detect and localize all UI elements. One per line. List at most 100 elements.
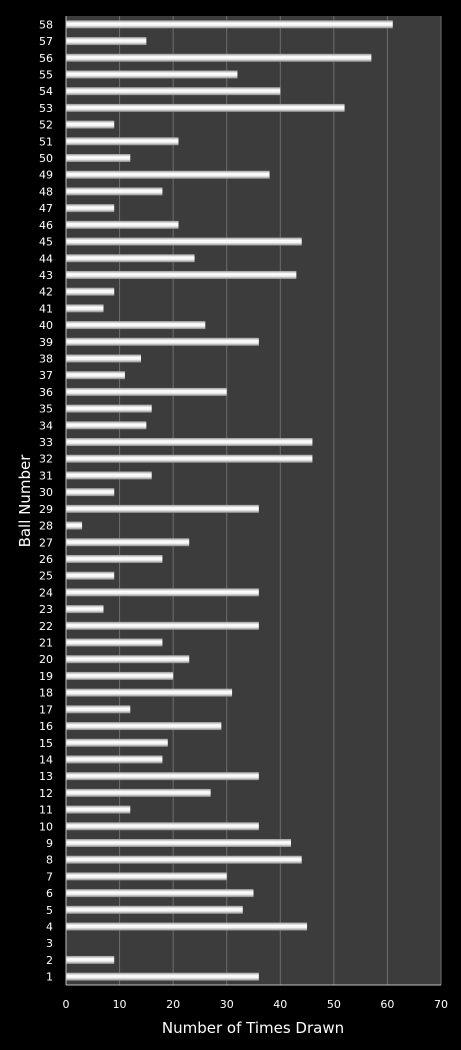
bar-ball-26 [66, 554, 163, 563]
y-tick-label: 2 [46, 954, 53, 967]
bar-ball-12 [66, 788, 211, 797]
y-tick-label: 8 [46, 854, 53, 867]
bar-ball-18 [66, 688, 233, 697]
bar-ball-48 [66, 187, 163, 196]
y-tick-label: 46 [39, 219, 53, 232]
bar-ball-22 [66, 621, 259, 630]
y-tick-label: 36 [39, 386, 53, 399]
y-tick-label: 53 [39, 102, 53, 115]
bar-ball-36 [66, 387, 227, 396]
y-tick-label: 6 [46, 887, 53, 900]
y-tick-label: 22 [39, 620, 53, 633]
y-tick-label: 21 [39, 637, 53, 650]
bar-ball-32 [66, 454, 313, 463]
y-tick-label: 25 [39, 570, 53, 583]
y-tick-label: 58 [39, 18, 53, 31]
x-tick-label: 30 [220, 998, 234, 1011]
x-tick-label: 60 [380, 998, 394, 1011]
y-tick-labels: 1234567891011121314151617181920212223242… [39, 18, 53, 983]
y-tick-label: 1 [46, 971, 53, 984]
bar-ball-28 [66, 521, 83, 530]
bar-ball-7 [66, 872, 227, 881]
y-tick-label: 50 [39, 152, 53, 165]
y-tick-label: 49 [39, 169, 53, 182]
bar-ball-47 [66, 204, 115, 213]
bar-ball-16 [66, 722, 222, 731]
y-tick-label: 18 [39, 687, 53, 700]
x-tick-label: 50 [327, 998, 341, 1011]
bar-ball-38 [66, 354, 141, 363]
x-tick-label: 70 [434, 998, 448, 1011]
bar-ball-50 [66, 154, 131, 163]
y-tick-label: 56 [39, 52, 53, 65]
bar-ball-4 [66, 922, 308, 931]
y-tick-label: 54 [39, 85, 53, 98]
y-tick-label: 31 [39, 469, 53, 482]
y-tick-label: 42 [39, 286, 53, 299]
y-tick-label: 11 [39, 804, 53, 817]
y-tick-label: 34 [39, 419, 53, 432]
y-tick-label: 28 [39, 520, 53, 533]
bar-ball-17 [66, 705, 131, 714]
y-tick-label: 3 [46, 937, 53, 950]
bar-ball-13 [66, 772, 259, 781]
bar-ball-53 [66, 103, 345, 112]
bar-ball-6 [66, 889, 254, 898]
y-tick-label: 38 [39, 352, 53, 365]
y-tick-label: 37 [39, 369, 53, 382]
bar-ball-19 [66, 671, 174, 680]
y-tick-label: 48 [39, 185, 53, 198]
bar-ball-33 [66, 438, 313, 447]
bar-ball-9 [66, 838, 291, 847]
y-tick-label: 33 [39, 436, 53, 449]
y-tick-label: 55 [39, 68, 53, 81]
y-tick-label: 35 [39, 403, 53, 416]
bar-ball-49 [66, 170, 270, 179]
y-tick-label: 17 [39, 703, 53, 716]
y-tick-label: 26 [39, 553, 53, 566]
bar-ball-14 [66, 755, 163, 764]
x-tick-label: 40 [273, 998, 287, 1011]
x-tick-label: 10 [113, 998, 127, 1011]
y-tick-label: 9 [46, 837, 53, 850]
x-tick-label: 0 [63, 998, 70, 1011]
bar-ball-1 [66, 972, 259, 981]
y-axis-title: Ball Number [16, 454, 34, 548]
bar-ball-24 [66, 588, 259, 597]
y-tick-label: 44 [39, 252, 53, 265]
y-tick-label: 12 [39, 787, 53, 800]
y-tick-label: 10 [39, 820, 53, 833]
y-tick-label: 4 [46, 921, 53, 934]
y-tick-label: 7 [46, 870, 53, 883]
bar-ball-39 [66, 337, 259, 346]
bar-ball-29 [66, 504, 259, 513]
bar-ball-55 [66, 70, 238, 79]
y-tick-label: 47 [39, 202, 53, 215]
y-tick-label: 41 [39, 302, 53, 315]
bar-ball-54 [66, 87, 281, 96]
bar-ball-11 [66, 805, 131, 814]
y-tick-label: 57 [39, 35, 53, 48]
bar-ball-46 [66, 220, 179, 229]
y-tick-label: 29 [39, 503, 53, 516]
y-tick-label: 5 [46, 904, 53, 917]
y-tick-label: 52 [39, 119, 53, 132]
y-tick-label: 43 [39, 269, 53, 282]
bar-ball-20 [66, 655, 190, 664]
bar-ball-52 [66, 120, 115, 129]
bar-ball-2 [66, 955, 115, 964]
y-tick-label: 14 [39, 753, 53, 766]
y-tick-label: 19 [39, 670, 53, 683]
y-tick-label: 51 [39, 135, 53, 148]
y-tick-label: 13 [39, 770, 53, 783]
bar-ball-45 [66, 237, 302, 246]
bar-ball-34 [66, 421, 147, 430]
bar-ball-56 [66, 53, 372, 62]
y-tick-label: 16 [39, 720, 53, 733]
bar-ball-5 [66, 905, 243, 914]
y-tick-label: 39 [39, 336, 53, 349]
y-tick-label: 30 [39, 486, 53, 499]
y-tick-label: 24 [39, 586, 53, 599]
bar-ball-35 [66, 404, 152, 413]
